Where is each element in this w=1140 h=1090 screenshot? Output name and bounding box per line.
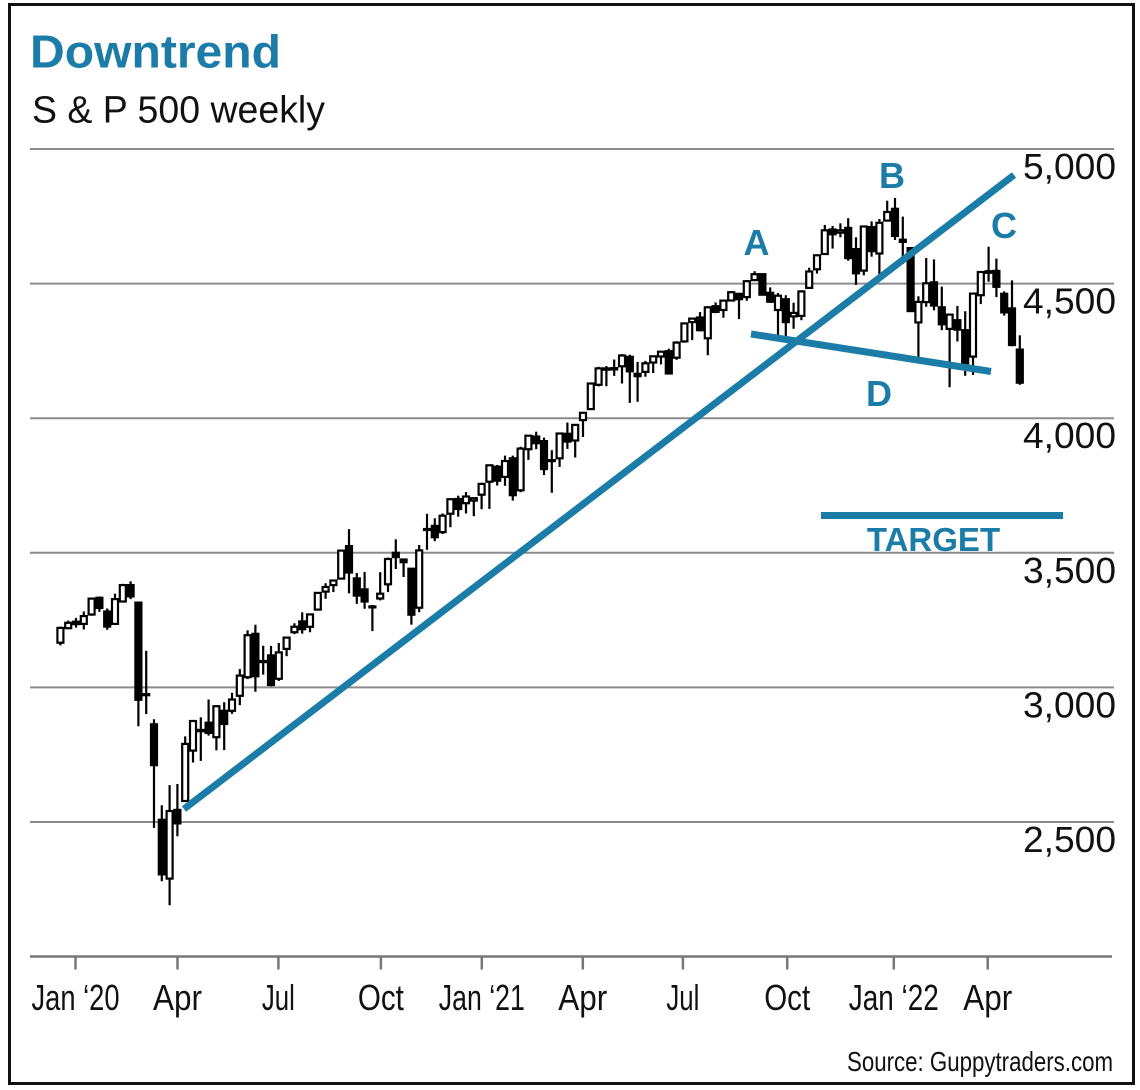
svg-text:TARGET: TARGET <box>867 521 1000 558</box>
svg-text:Jan ‘20: Jan ‘20 <box>32 977 120 1018</box>
svg-text:Oct: Oct <box>358 977 404 1018</box>
svg-text:Apr: Apr <box>963 977 1012 1018</box>
svg-text:Source: Guppytraders.com: Source: Guppytraders.com <box>847 1046 1113 1077</box>
svg-text:5,000: 5,000 <box>1023 146 1116 187</box>
svg-text:D: D <box>866 373 892 414</box>
svg-text:Jul: Jul <box>262 977 295 1018</box>
svg-text:Oct: Oct <box>764 977 810 1018</box>
svg-text:4,500: 4,500 <box>1023 281 1116 322</box>
svg-text:Apr: Apr <box>558 977 607 1018</box>
svg-text:Jan ‘22: Jan ‘22 <box>849 977 939 1018</box>
svg-text:3,000: 3,000 <box>1023 684 1116 725</box>
svg-text:C: C <box>991 205 1017 246</box>
svg-text:B: B <box>879 155 905 196</box>
svg-text:2,500: 2,500 <box>1023 819 1116 860</box>
svg-text:4,000: 4,000 <box>1023 415 1116 456</box>
svg-text:Downtrend: Downtrend <box>30 26 281 78</box>
svg-text:A: A <box>744 222 770 263</box>
svg-text:Jan ‘21: Jan ‘21 <box>439 977 525 1018</box>
svg-text:S & P 500 weekly: S & P 500 weekly <box>32 90 325 132</box>
svg-text:3,500: 3,500 <box>1023 550 1116 591</box>
svg-text:Apr: Apr <box>153 977 202 1018</box>
svg-text:Jul: Jul <box>666 977 699 1018</box>
